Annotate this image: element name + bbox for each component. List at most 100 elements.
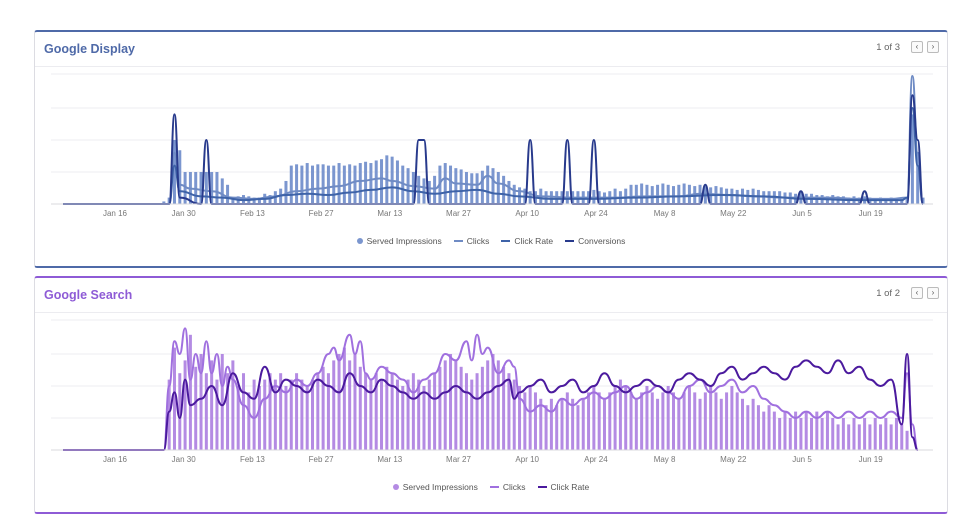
bar <box>178 373 182 450</box>
x-tick-label: Apr 10 <box>515 455 539 464</box>
bar <box>433 175 437 204</box>
x-tick-label: Apr 10 <box>515 209 539 218</box>
bar <box>236 386 240 450</box>
x-tick-label: Apr 24 <box>584 209 608 218</box>
bar <box>231 197 235 204</box>
bar <box>751 398 755 450</box>
bar <box>183 360 187 450</box>
bar <box>411 172 415 204</box>
series-line <box>63 75 924 205</box>
bar <box>794 411 798 450</box>
bar <box>905 430 909 450</box>
bar <box>167 197 171 204</box>
legend-item[interactable]: Served Impressions <box>356 236 442 246</box>
x-tick-label: Jun 5 <box>792 209 812 218</box>
bar <box>894 418 898 450</box>
bar <box>226 184 230 204</box>
legend-item[interactable]: Clicks <box>453 236 489 246</box>
x-tick-label: Jun 19 <box>859 455 884 464</box>
bar <box>746 405 750 450</box>
legend-line-marker <box>537 486 547 488</box>
bar <box>433 373 437 450</box>
bar <box>894 198 898 204</box>
bar <box>507 180 511 204</box>
panel-title: Google Search <box>44 288 133 302</box>
bar <box>810 418 814 450</box>
bar <box>470 379 474 450</box>
bar <box>587 392 591 450</box>
bar <box>295 373 299 450</box>
bar <box>889 424 893 450</box>
bar <box>565 392 569 450</box>
next-page-button[interactable]: › <box>927 41 939 53</box>
bar <box>289 165 293 204</box>
legend-item[interactable]: Served Impressions <box>392 482 478 492</box>
bar <box>295 164 299 204</box>
bar <box>640 183 644 204</box>
bar <box>831 418 835 450</box>
bar <box>640 392 644 450</box>
bar <box>454 360 458 450</box>
bar <box>921 197 925 204</box>
bar <box>671 186 675 204</box>
x-tick-label: May 22 <box>720 209 747 218</box>
series-line <box>63 353 919 451</box>
bar <box>502 366 506 450</box>
legend-item[interactable]: Clicks <box>489 482 526 492</box>
next-page-button[interactable]: › <box>927 287 939 299</box>
bar <box>284 180 288 204</box>
bar <box>847 424 851 450</box>
x-tick-label: Feb 27 <box>309 209 334 218</box>
bar <box>252 379 256 450</box>
bar <box>385 366 389 450</box>
bar <box>560 398 564 450</box>
bar <box>459 366 463 450</box>
bar <box>528 386 532 450</box>
bar <box>380 159 384 204</box>
bar <box>762 411 766 450</box>
bar <box>215 379 219 450</box>
bar <box>815 411 819 450</box>
bar <box>719 398 723 450</box>
bar <box>178 150 182 204</box>
x-tick-label: May 8 <box>654 455 676 464</box>
legend-item[interactable]: Click Rate <box>537 482 589 492</box>
bar <box>544 191 548 204</box>
legend-line-marker <box>501 240 511 242</box>
bar <box>449 354 453 450</box>
bar <box>868 424 872 450</box>
x-tick-label: Mar 13 <box>377 209 402 218</box>
bar <box>210 360 214 450</box>
x-tick-label: Feb 27 <box>309 455 334 464</box>
bar <box>910 114 914 204</box>
bar <box>496 360 500 450</box>
bar <box>836 424 840 450</box>
bar <box>257 197 261 204</box>
bar <box>305 386 309 450</box>
x-tick-label: Jun 5 <box>792 455 812 464</box>
bar <box>523 392 527 450</box>
bar <box>767 405 771 450</box>
legend-item[interactable]: Click Rate <box>501 236 553 246</box>
bar <box>698 398 702 450</box>
bar <box>629 184 633 204</box>
x-tick-label: Jan 30 <box>172 455 197 464</box>
bar <box>353 354 357 450</box>
bar <box>677 398 681 450</box>
bar <box>852 418 856 450</box>
bar <box>491 168 495 204</box>
bar <box>417 379 421 450</box>
bar <box>788 418 792 450</box>
prev-page-button[interactable]: ‹ <box>911 41 923 53</box>
bar <box>873 198 877 204</box>
prev-page-button[interactable]: ‹ <box>911 287 923 299</box>
bar <box>825 411 829 450</box>
bar <box>305 163 309 204</box>
legend-item[interactable]: Conversions <box>565 236 625 246</box>
bar <box>571 398 575 450</box>
bar <box>374 160 378 204</box>
bar <box>634 398 638 450</box>
bar <box>199 172 203 204</box>
bar <box>661 183 665 204</box>
legend-line-marker <box>489 486 499 488</box>
